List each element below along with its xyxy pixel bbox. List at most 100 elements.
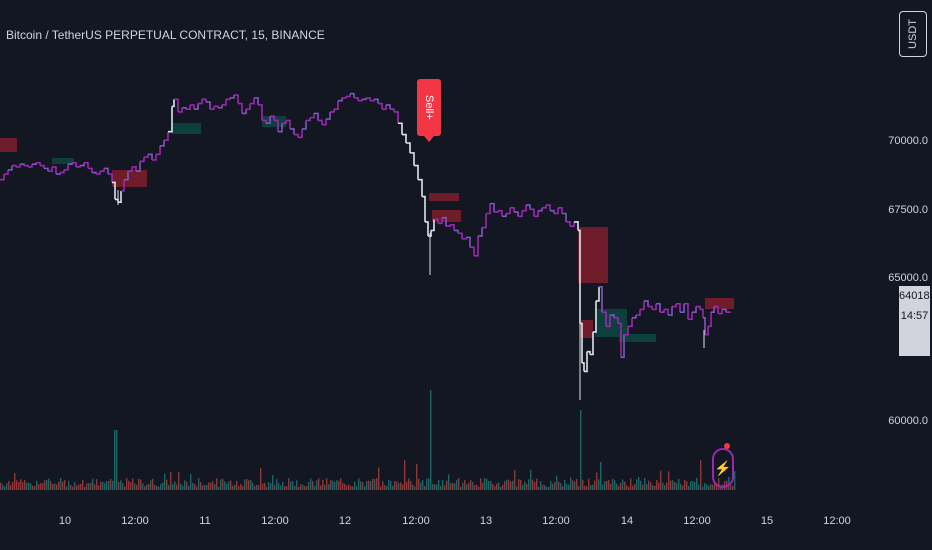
volume-bar (112, 480, 114, 490)
volume-bar (50, 481, 52, 490)
price-segment (342, 96, 347, 99)
volume-bar (110, 479, 112, 490)
price-segment (482, 213, 487, 229)
volume-bar (286, 486, 288, 490)
price-segment (258, 104, 263, 121)
volume-bar (482, 482, 484, 490)
volume-bar (412, 484, 414, 490)
volume-bar (454, 483, 456, 490)
price-segment (722, 308, 727, 313)
volume-bar (594, 480, 596, 490)
price-segment (88, 167, 93, 173)
price-segment (428, 230, 432, 237)
price-segment (431, 219, 435, 232)
price-segment (338, 97, 343, 102)
volume-bar (236, 480, 238, 490)
price-segment (100, 168, 105, 172)
price-segment (502, 213, 507, 218)
volume-bar (332, 480, 334, 490)
volume-bar (430, 390, 432, 490)
price-segment (140, 157, 145, 163)
price-segment (711, 306, 715, 314)
volume-bar (78, 484, 80, 490)
price-segment (0, 174, 5, 181)
volume-bar (626, 485, 628, 490)
volume-bar (254, 486, 256, 490)
volume-bar (352, 486, 354, 490)
price-segment (386, 104, 391, 110)
volume-bar (302, 484, 304, 490)
volume-bar (330, 480, 332, 490)
volume-bar (266, 486, 268, 490)
volume-bar (436, 484, 438, 490)
price-segment (656, 302, 661, 313)
volume-bar (614, 480, 616, 490)
price-segment (186, 104, 191, 110)
volume-bar (114, 430, 116, 490)
volume-bar (96, 479, 98, 490)
volume-bar (524, 481, 526, 490)
volume-bar (472, 482, 474, 490)
price-segment (466, 236, 471, 248)
lightning-icon[interactable]: ⚡ (712, 448, 734, 488)
price-segment (406, 142, 411, 153)
price-segment (534, 210, 539, 218)
y-tick-60000: 60000.0 (888, 415, 928, 427)
volume-bar (20, 479, 22, 490)
supply-zone (580, 320, 593, 338)
volume-bar (548, 486, 550, 490)
price-segment (152, 154, 157, 161)
volume-bar (422, 480, 424, 490)
price-segment (350, 92, 355, 98)
volume-bar (284, 486, 286, 490)
volume-bar (602, 484, 604, 490)
price-segment (486, 203, 491, 215)
volume-bar (108, 480, 110, 490)
price-segment (644, 300, 649, 307)
volume-bar (310, 478, 312, 490)
volume-bar (30, 483, 32, 490)
volume-bar (334, 481, 336, 490)
price-segment (310, 113, 315, 119)
volume-bar (476, 484, 478, 490)
price-line (0, 92, 731, 400)
volume-bar (512, 480, 514, 490)
volume-bar (416, 464, 418, 490)
x-tick: 12:00 (121, 515, 149, 527)
volume-bar (212, 481, 214, 490)
volume-bar (140, 479, 142, 490)
price-segment (414, 164, 419, 180)
x-tick: 12:00 (402, 515, 430, 527)
volume-bar (2, 484, 4, 490)
volume-bar (88, 483, 90, 490)
volume-bar (160, 483, 162, 490)
volume-bar (532, 479, 534, 490)
volume-bar (414, 486, 416, 490)
price-segment (242, 109, 247, 115)
volume-bar (376, 478, 378, 490)
volume-bar (260, 468, 262, 490)
volume-bar (632, 485, 634, 490)
volume-bar (346, 485, 348, 490)
price-segment (178, 107, 183, 113)
volume-bar (564, 480, 566, 490)
price-segment (514, 211, 519, 217)
currency-button[interactable]: USDT (899, 11, 927, 57)
volume-bar (668, 471, 670, 490)
volume-bar (502, 484, 504, 490)
volume-bar (464, 480, 466, 490)
price-segment (498, 209, 503, 217)
volume-bar (168, 485, 170, 490)
volume-bar (662, 482, 664, 490)
volume-bar (296, 480, 298, 490)
price-segment (692, 306, 697, 314)
price-segment (290, 128, 295, 135)
volume-bar (358, 478, 360, 490)
volume-bar (510, 481, 512, 490)
volume-bar (496, 483, 498, 490)
volume-bar (224, 481, 226, 490)
x-tick: 14 (620, 515, 634, 527)
demand-zone (619, 334, 656, 342)
volume-bar (126, 478, 128, 490)
